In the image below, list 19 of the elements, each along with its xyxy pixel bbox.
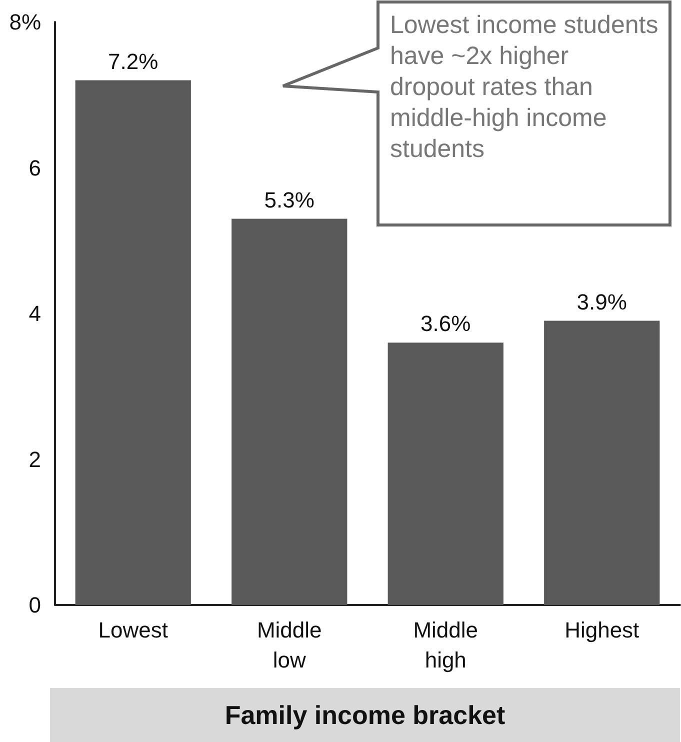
x-tick-label: Middle high [413, 618, 478, 672]
x-tick-label: Highest [564, 618, 640, 642]
data-label: 3.6% [420, 311, 471, 336]
y-tick-label: 8% [9, 10, 41, 34]
x-tick-label: Middle low [256, 618, 322, 672]
bar [232, 218, 348, 605]
data-label: 3.9% [576, 289, 627, 314]
y-tick-label: 6 [28, 155, 41, 180]
data-label: 7.2% [108, 48, 158, 74]
bar [388, 342, 504, 605]
y-tick-label: 2 [28, 446, 41, 472]
data-label: 5.3% [264, 187, 314, 212]
bar [544, 320, 660, 605]
x-axis-title: Family income bracket [50, 688, 680, 742]
annotation: Lowest income students have ~2x higher dropout rates than middle-high income students [390, 10, 660, 165]
bar [75, 80, 191, 605]
x-tick-label: Lowest [98, 618, 168, 642]
y-tick-label: 0 [28, 592, 41, 618]
y-tick-label: 4 [28, 301, 41, 326]
